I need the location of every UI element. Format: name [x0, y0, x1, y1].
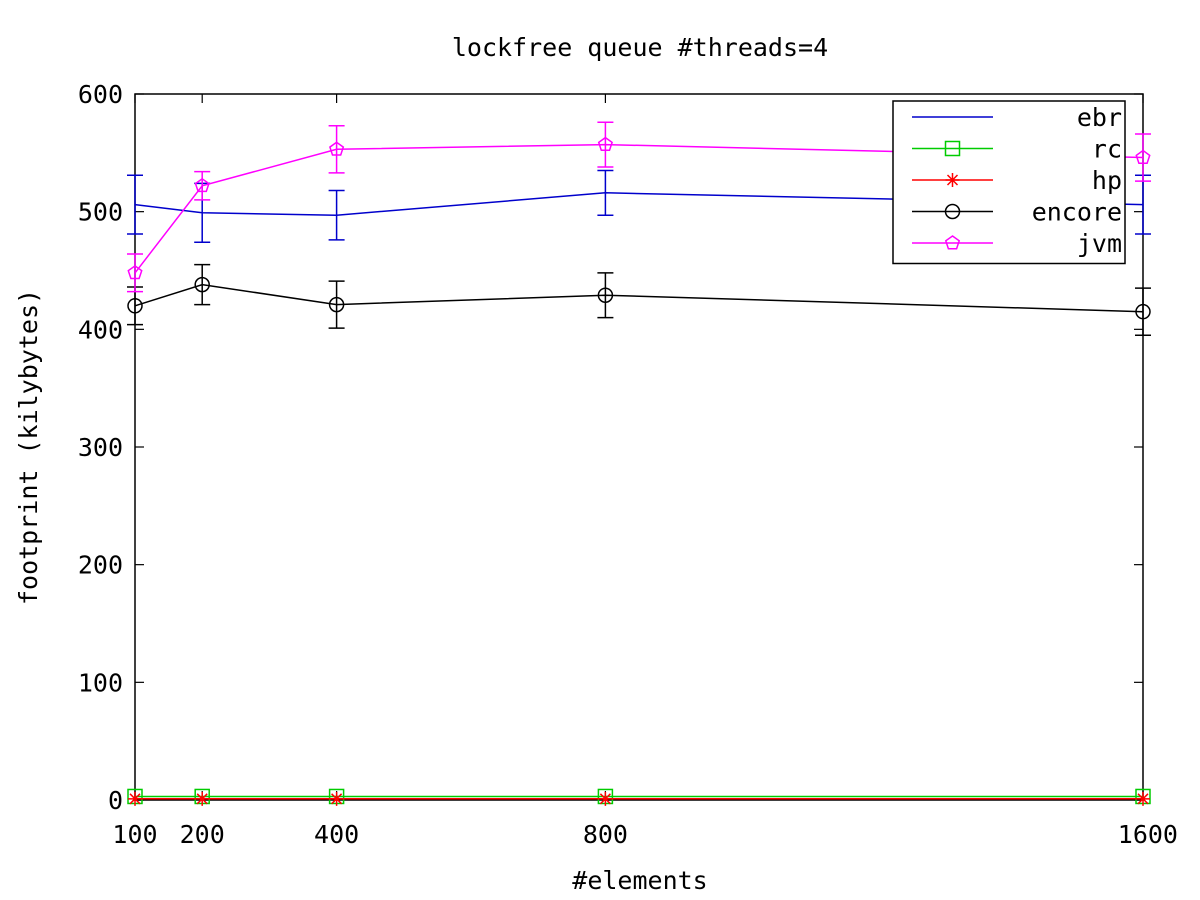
- series-encore: [127, 263, 1151, 336]
- legend-label-encore: encore: [1032, 198, 1122, 227]
- series-hp: [128, 791, 1150, 806]
- data-point-jvm: [1135, 149, 1151, 164]
- y-tick-label: 400: [78, 315, 123, 344]
- error-bar-encore: [328, 280, 345, 329]
- data-point-hp: [1136, 791, 1150, 806]
- legend-marker-rc: [944, 140, 961, 157]
- data-point-hp: [128, 791, 142, 806]
- legend-label-hp: hp: [1092, 166, 1122, 195]
- data-point-jvm: [597, 136, 613, 152]
- y-tick-label: 0: [108, 786, 123, 815]
- x-tick-label: 200: [180, 820, 225, 849]
- legend-box: [892, 100, 1126, 265]
- data-point-hp: [329, 791, 344, 806]
- y-tick-label: 200: [78, 551, 123, 580]
- series-rc: [127, 788, 1151, 805]
- data-point-hp: [598, 791, 613, 806]
- error-bar-encore: [1135, 287, 1151, 336]
- y-tick-label: 100: [78, 668, 123, 697]
- chart-title: lockfree queue #threads=4: [452, 33, 828, 62]
- data-point-jvm: [329, 141, 345, 156]
- data-point-encore: [597, 287, 614, 303]
- y-tick-label: 300: [78, 433, 123, 462]
- error-bar-ebr: [597, 169, 614, 216]
- legend-marker-encore: [944, 203, 961, 220]
- error-bar-jvm: [328, 125, 345, 174]
- error-bar-ebr: [127, 174, 143, 235]
- data-point-encore: [194, 276, 210, 293]
- data-point-jvm: [127, 264, 143, 280]
- legend-marker-jvm: [944, 235, 961, 250]
- series-jvm: [127, 121, 1151, 293]
- legend-label-rc: rc: [1092, 135, 1122, 164]
- error-bar-encore: [194, 263, 211, 306]
- x-tick-label: 1600: [1118, 820, 1178, 849]
- data-point-encore: [328, 296, 345, 313]
- data-point-encore: [1135, 303, 1151, 320]
- data-point-hp: [195, 791, 210, 806]
- y-axis-label: footprint (kilybytes): [14, 289, 43, 605]
- error-bar-jvm: [194, 170, 211, 201]
- x-tick-label: 100: [112, 820, 157, 849]
- error-bar-jvm: [1135, 133, 1151, 182]
- y-axis: 0 100 200 300 400 500 600: [78, 80, 1143, 815]
- legend-label-ebr: ebr: [1077, 103, 1122, 132]
- x-axis-label: #elements: [572, 866, 707, 895]
- data-point-jvm: [194, 177, 210, 193]
- series-line-encore: [134, 283, 1144, 313]
- error-bar-encore: [597, 272, 614, 319]
- series-layer: [127, 121, 1151, 806]
- legend-marker-hp: [945, 173, 960, 187]
- error-bar-encore: [127, 286, 143, 326]
- x-tick-label: 800: [583, 820, 628, 849]
- y-tick-label: 500: [78, 198, 123, 227]
- x-tick-label: 400: [314, 820, 359, 849]
- data-point-encore: [127, 298, 143, 314]
- legend-label-jvm: jvm: [1077, 229, 1122, 258]
- x-axis: 100 200 400 800 1600: [112, 94, 1178, 849]
- error-bar-ebr: [328, 189, 345, 241]
- error-bar-jvm: [597, 121, 614, 168]
- error-bar-jvm: [127, 253, 143, 293]
- y-tick-label: 600: [78, 80, 123, 109]
